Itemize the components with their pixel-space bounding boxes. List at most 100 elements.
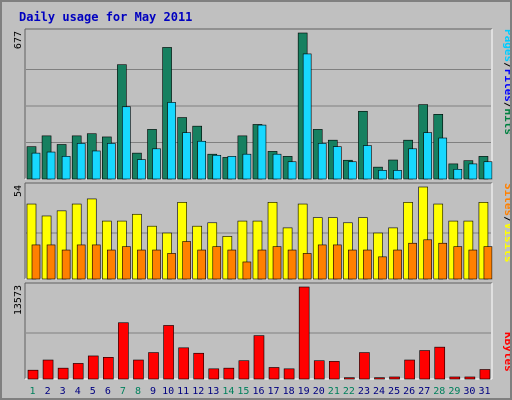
sites-bar	[107, 249, 116, 280]
kbytes-bar	[118, 322, 129, 380]
x-tick-label: 2	[45, 386, 51, 397]
x-tick-label: 6	[105, 386, 111, 397]
pages-bar	[317, 143, 327, 180]
visits-bar	[132, 213, 142, 280]
x-tick-label: 3	[60, 386, 66, 397]
pages-bar	[46, 151, 56, 180]
x-tick-label: 25	[388, 386, 400, 397]
kbytes-bar	[103, 357, 114, 380]
x-tick-label: 1	[30, 386, 36, 397]
sites-bar	[91, 244, 101, 280]
sites-bar	[363, 249, 372, 280]
sites-bar	[287, 249, 297, 280]
kbytes-bar	[419, 350, 430, 380]
x-tick-label: 24	[373, 386, 385, 397]
visits-bar	[237, 220, 248, 280]
x-tick-label: 27	[418, 386, 430, 397]
pages-bar	[348, 161, 357, 180]
kbytes-bar	[87, 355, 99, 380]
pages-bar	[257, 124, 267, 180]
sites-bar	[408, 242, 417, 280]
pages-bar	[332, 146, 342, 180]
x-tick-label: 10	[162, 386, 174, 397]
x-tick-label: 20	[313, 386, 325, 397]
x-tick-label: 14	[222, 386, 234, 397]
x-tick-label: 16	[252, 386, 264, 397]
kbytes-bar	[268, 367, 280, 380]
pages-bar	[408, 148, 417, 180]
kbytes-bar	[464, 376, 476, 380]
pages-bar	[378, 170, 387, 180]
kbytes-bar	[208, 368, 220, 380]
kbytes-bar	[389, 376, 400, 380]
visits-bar	[177, 202, 187, 280]
pages-bar	[423, 132, 432, 180]
legend-1: Pages/Files/Hits	[502, 29, 510, 135]
sites-bar	[212, 246, 222, 280]
pages-bar	[182, 132, 191, 180]
sites-bar	[468, 249, 478, 280]
ymax-label-2: 54	[13, 185, 24, 197]
sites-bar	[122, 246, 131, 280]
sites-bar	[378, 256, 387, 280]
x-tick-label: 22	[343, 386, 355, 397]
x-tick-label: 28	[433, 386, 445, 397]
kbytes-bar	[27, 369, 39, 380]
kbytes-bar	[163, 325, 174, 380]
x-tick-label: 19	[298, 386, 310, 397]
pages-bar	[242, 153, 252, 180]
sites-bar	[438, 242, 448, 280]
sites-bar	[272, 246, 282, 280]
sites-bar	[137, 249, 146, 280]
sites-bar	[302, 253, 312, 280]
visits-bar	[418, 186, 428, 280]
pages-bar	[137, 159, 146, 180]
sites-bar	[61, 249, 71, 280]
pages-bar	[197, 140, 207, 180]
pages-bar	[31, 152, 41, 180]
kbytes-bar	[359, 352, 370, 380]
pages-bar	[468, 163, 478, 180]
sites-bar	[182, 241, 191, 280]
x-tick-label: 9	[150, 386, 156, 397]
x-tick-label: 21	[328, 386, 340, 397]
kbytes-bar	[193, 352, 205, 380]
visits-bar	[358, 217, 368, 280]
sites-bar	[453, 246, 463, 280]
kbytes-bar	[344, 377, 355, 380]
kbytes-bar	[253, 335, 265, 380]
hits-bar	[388, 159, 398, 180]
pages-bar	[363, 145, 372, 180]
x-tick-label: 7	[120, 386, 126, 397]
kbytes-bar	[223, 367, 235, 380]
visits-bar	[403, 202, 413, 280]
pages-bar	[212, 154, 222, 180]
sites-bar	[152, 249, 161, 280]
pages-bar	[302, 53, 312, 180]
x-tick-label: 11	[177, 386, 189, 397]
pages-bar	[152, 148, 161, 180]
visits-bar	[267, 202, 278, 280]
x-tick-label: 31	[478, 386, 490, 397]
pages-bar	[61, 156, 71, 180]
legend-3: KBytes	[502, 332, 510, 372]
pages-bar	[393, 170, 402, 180]
sites-bar	[257, 249, 267, 280]
x-tick-label: 30	[463, 386, 475, 397]
kbytes-bar	[313, 360, 325, 380]
x-tick-label: 26	[403, 386, 415, 397]
ymax-label-3: 13573	[13, 285, 24, 315]
sites-bar	[348, 249, 357, 280]
legend-2: Sites/Visits	[502, 183, 510, 263]
pages-bar	[227, 156, 237, 180]
pages-bar	[107, 143, 116, 180]
x-tick-label: 13	[207, 386, 219, 397]
pages-bar	[453, 168, 463, 180]
chart-title: Daily usage for May 2011	[19, 10, 192, 24]
kbytes-bar	[238, 360, 250, 380]
kbytes-bar	[449, 376, 461, 380]
sites-bar	[197, 249, 207, 280]
visits-bar	[297, 203, 308, 280]
